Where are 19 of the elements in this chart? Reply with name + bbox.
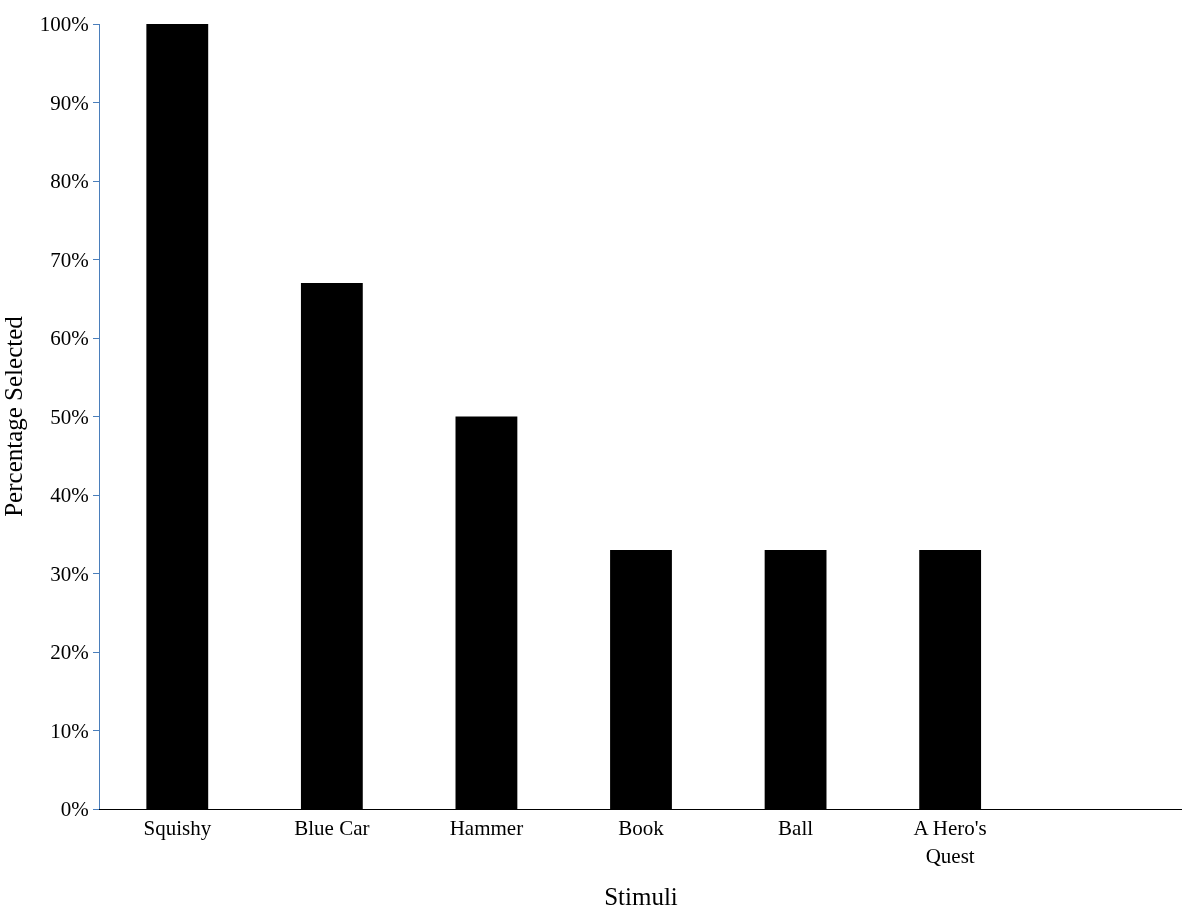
- x-axis-title: Stimuli: [604, 882, 678, 910]
- y-tick-label: 90%: [50, 90, 89, 115]
- x-tick-label: A Hero's Quest: [913, 816, 987, 868]
- y-axis-title: Percentage Selected: [0, 315, 27, 517]
- x-tick-label: Ball: [778, 816, 814, 841]
- y-tick-label: 10%: [50, 718, 89, 743]
- y-tick-label: 80%: [50, 169, 89, 194]
- y-tick-label: 70%: [50, 247, 89, 272]
- x-tick-label: Squishy: [143, 816, 212, 841]
- y-tick-label: 40%: [50, 483, 89, 508]
- y-tick-label: 50%: [50, 404, 89, 429]
- y-tick-label: 100%: [39, 12, 89, 37]
- x-tick-label: Book: [618, 816, 665, 841]
- y-tick-label: 0%: [60, 797, 89, 822]
- y-tick-label: 60%: [50, 326, 89, 351]
- y-tick-label: 30%: [50, 561, 89, 586]
- x-tick-label: Blue Car: [294, 816, 370, 841]
- y-tick-label: 20%: [50, 640, 89, 665]
- x-tick-label: Hammer: [449, 816, 524, 841]
